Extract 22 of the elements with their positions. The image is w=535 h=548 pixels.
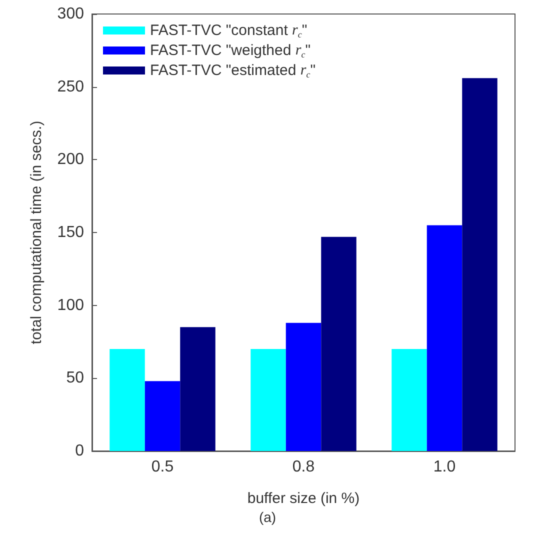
y-tick-label: 50 — [66, 370, 84, 387]
x-axis-title: buffer size (in %) — [247, 490, 360, 507]
bar — [462, 78, 498, 451]
x-tick-label: 0.5 — [151, 458, 174, 476]
text: (a) — [258, 509, 276, 525]
y-axis-title: total computational time (in secs.) — [28, 120, 45, 344]
bar — [321, 236, 356, 451]
x-tick-label: 0.8 — [292, 458, 315, 476]
x-tick-label: 1.0 — [433, 458, 456, 476]
bar — [286, 322, 322, 451]
bar — [180, 327, 216, 451]
bar — [250, 349, 286, 451]
bar — [426, 225, 462, 451]
y-tick-label: 300 — [57, 6, 84, 22]
y-tick-label: 0 — [75, 442, 84, 460]
y-tick-label: 250 — [57, 78, 84, 96]
y-tick-label: 100 — [57, 296, 84, 314]
y-tick-label: 200 — [57, 151, 84, 168]
bar — [110, 349, 145, 451]
y-tick-label: 150 — [57, 224, 84, 241]
bar — [392, 349, 427, 451]
bar — [144, 381, 180, 451]
